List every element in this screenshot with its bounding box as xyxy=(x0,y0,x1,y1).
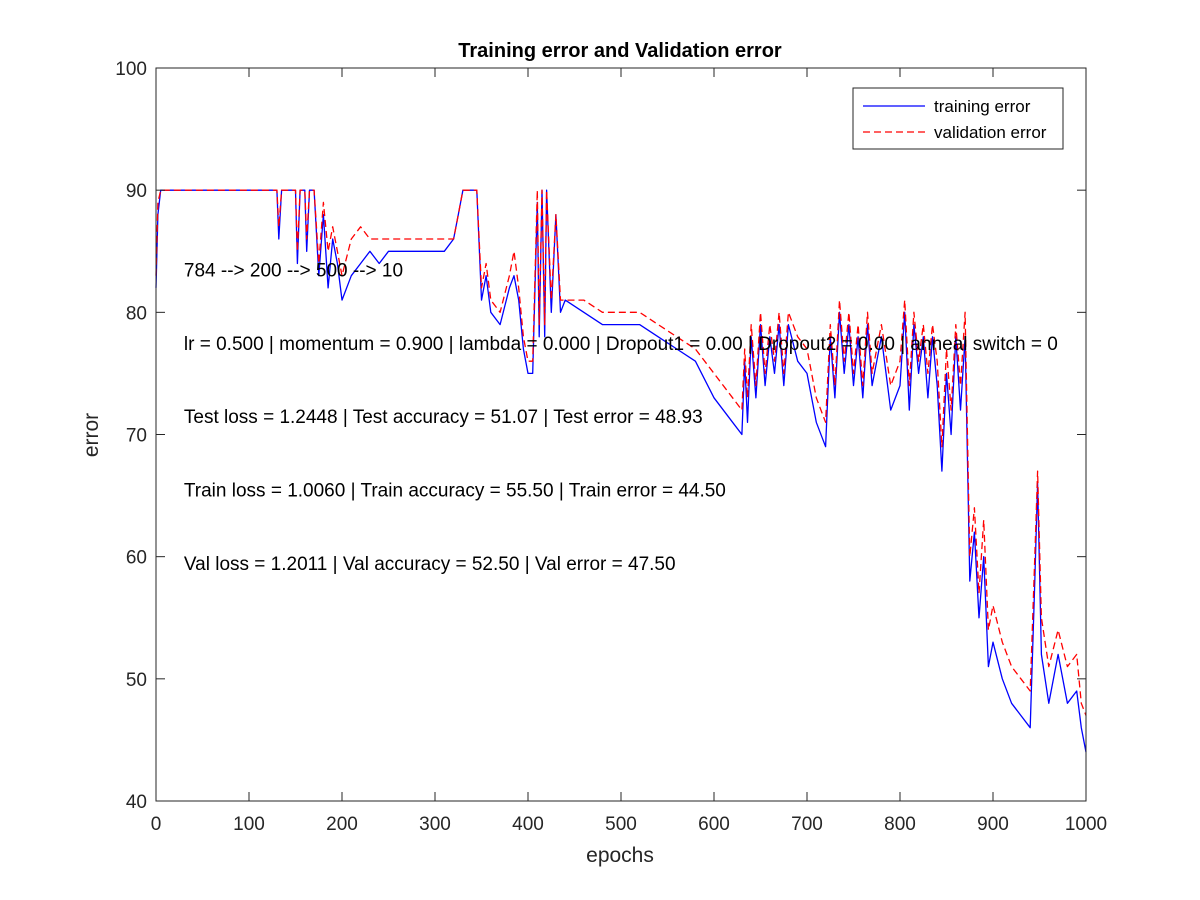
y-axis-label: error xyxy=(80,413,103,457)
annotation-layer: 784 --> 200 --> 500 --> 10 lr = 0.500 | m… xyxy=(184,261,1058,575)
annotation-1: lr = 0.500 | momentum = 0.900 | lambda =… xyxy=(184,334,1058,355)
legend: training error validation error xyxy=(852,87,1064,150)
plot-background xyxy=(156,68,1086,801)
series-line-1 xyxy=(155,189,1087,716)
chart-title: Training error and Validation error xyxy=(458,40,782,62)
x-tick-label-4: 400 xyxy=(512,814,544,835)
series-line-0 xyxy=(155,189,1087,753)
y-tick-label-3: 70 xyxy=(126,426,147,447)
x-tick-label-10: 1000 xyxy=(1065,814,1107,835)
y-tick-label-4: 80 xyxy=(126,303,147,324)
x-axis-label: epochs xyxy=(586,844,654,867)
x-tick-label-9: 900 xyxy=(977,814,1009,835)
y-tick-label-2: 60 xyxy=(126,548,147,569)
annotation-4: Val loss = 1.2011 | Val accuracy = 52.50… xyxy=(184,554,676,575)
x-tick-label-8: 800 xyxy=(884,814,916,835)
series-layer xyxy=(155,189,1087,753)
y-tick-label-5: 90 xyxy=(126,181,147,202)
x-tick-label-7: 700 xyxy=(791,814,823,835)
legend-label-0: training error xyxy=(934,97,1031,116)
y-tick-label-6: 100 xyxy=(115,59,147,80)
x-tick-label-1: 100 xyxy=(233,814,265,835)
x-tick-label-3: 300 xyxy=(419,814,451,835)
annotation-2: Test loss = 1.2448 | Test accuracy = 51.… xyxy=(184,407,703,428)
y-tick-label-1: 50 xyxy=(126,670,147,691)
annotation-0: 784 --> 200 --> 500 --> 10 xyxy=(184,261,403,282)
plot-area xyxy=(156,68,1086,801)
x-tick-label-6: 600 xyxy=(698,814,730,835)
annotation-3: Train loss = 1.0060 | Train accuracy = 5… xyxy=(184,480,726,501)
y-tick-label-0: 40 xyxy=(126,792,147,813)
legend-box xyxy=(852,87,1064,150)
x-tick-label-0: 0 xyxy=(151,814,162,835)
axes-layer: 0 100 200 300 400 500 600 700 800 900 1000 40 50 60 70… xyxy=(115,59,1107,835)
x-tick-label-2: 200 xyxy=(326,814,358,835)
x-tick-label-5: 500 xyxy=(605,814,637,835)
legend-label-1: validation error xyxy=(934,123,1047,142)
